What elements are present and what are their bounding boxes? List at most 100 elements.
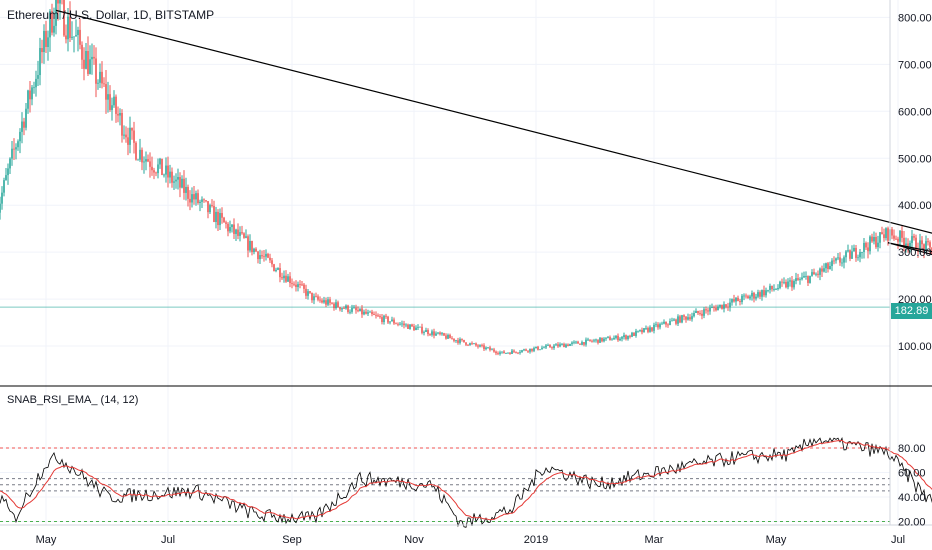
candle-body[interactable] xyxy=(367,312,369,314)
candle-body[interactable] xyxy=(0,203,1,213)
candle-body[interactable] xyxy=(621,337,623,339)
candle-body[interactable] xyxy=(593,340,595,342)
candle[interactable] xyxy=(525,348,527,352)
candle[interactable] xyxy=(837,252,839,261)
candle-body[interactable] xyxy=(717,306,719,311)
candle-body[interactable] xyxy=(435,333,437,336)
candle-body[interactable] xyxy=(453,338,455,341)
candle[interactable] xyxy=(491,348,493,351)
candle-body[interactable] xyxy=(3,180,5,193)
candle-body[interactable] xyxy=(677,316,679,324)
candle[interactable] xyxy=(97,79,99,90)
candle-body[interactable] xyxy=(565,344,567,348)
candle[interactable] xyxy=(875,232,877,249)
candle-body[interactable] xyxy=(479,345,481,347)
candle[interactable] xyxy=(63,0,65,37)
candle-body[interactable] xyxy=(313,296,315,301)
candle-body[interactable] xyxy=(83,59,85,69)
candle[interactable] xyxy=(867,242,869,259)
candle-body[interactable] xyxy=(895,238,897,240)
candle[interactable] xyxy=(173,175,175,191)
candle-body[interactable] xyxy=(405,324,407,326)
candle-body[interactable] xyxy=(685,316,687,320)
candle[interactable] xyxy=(265,249,267,261)
candle-body[interactable] xyxy=(143,161,145,163)
candle[interactable] xyxy=(755,293,757,301)
candle[interactable] xyxy=(687,313,689,321)
candle[interactable] xyxy=(481,343,483,348)
candle-body[interactable] xyxy=(431,331,433,335)
candle-body[interactable] xyxy=(231,224,233,228)
candle[interactable] xyxy=(389,321,391,325)
candle[interactable] xyxy=(703,307,705,319)
candle-body[interactable] xyxy=(363,311,365,315)
candle[interactable] xyxy=(249,234,251,253)
candle-body[interactable] xyxy=(171,171,173,183)
candle-body[interactable] xyxy=(79,29,81,45)
candle[interactable] xyxy=(343,306,345,309)
candle[interactable] xyxy=(69,1,71,43)
candle-body[interactable] xyxy=(25,108,27,128)
candle-body[interactable] xyxy=(235,229,237,234)
candle[interactable] xyxy=(883,228,885,242)
candle-body[interactable] xyxy=(905,243,907,246)
candle-body[interactable] xyxy=(185,186,187,193)
candle[interactable] xyxy=(419,326,421,328)
candle[interactable] xyxy=(757,289,759,299)
candle-body[interactable] xyxy=(489,347,491,350)
candle-body[interactable] xyxy=(99,71,101,83)
candle[interactable] xyxy=(51,3,53,36)
candle[interactable] xyxy=(87,36,89,77)
candle[interactable] xyxy=(699,310,701,316)
candle-body[interactable] xyxy=(191,194,193,203)
candle[interactable] xyxy=(517,352,519,355)
candle[interactable] xyxy=(269,253,271,264)
candle-body[interactable] xyxy=(893,235,895,239)
candle-body[interactable] xyxy=(743,295,745,297)
candle[interactable] xyxy=(709,304,711,315)
candle[interactable] xyxy=(293,281,295,287)
candle[interactable] xyxy=(279,263,281,283)
candle-body[interactable] xyxy=(607,337,609,338)
candle[interactable] xyxy=(493,347,495,353)
candle-body[interactable] xyxy=(53,25,55,33)
candle[interactable] xyxy=(331,302,333,305)
candle-body[interactable] xyxy=(293,283,295,285)
candle[interactable] xyxy=(183,170,185,200)
candle[interactable] xyxy=(611,337,613,341)
candle-body[interactable] xyxy=(907,243,909,247)
candle-body[interactable] xyxy=(845,251,847,258)
candle-body[interactable] xyxy=(291,283,293,284)
candle[interactable] xyxy=(643,328,645,333)
candle-body[interactable] xyxy=(663,321,665,324)
candle[interactable] xyxy=(393,317,395,325)
candle-body[interactable] xyxy=(577,341,579,344)
candle-body[interactable] xyxy=(139,149,141,160)
candle-body[interactable] xyxy=(199,201,201,203)
candle-body[interactable] xyxy=(823,268,825,272)
candle[interactable] xyxy=(427,328,429,337)
candle[interactable] xyxy=(153,167,155,180)
candle-body[interactable] xyxy=(11,148,13,159)
candle[interactable] xyxy=(233,218,235,240)
candle-body[interactable] xyxy=(73,36,75,38)
candle[interactable] xyxy=(641,327,643,335)
candle-body[interactable] xyxy=(21,121,23,132)
candle[interactable] xyxy=(255,247,257,252)
candle-body[interactable] xyxy=(887,228,889,241)
candle[interactable] xyxy=(747,294,749,299)
candle[interactable] xyxy=(577,340,579,344)
candle-body[interactable] xyxy=(781,281,783,283)
candle-body[interactable] xyxy=(525,349,527,351)
candle[interactable] xyxy=(275,267,277,273)
candle[interactable] xyxy=(89,45,91,75)
candle-body[interactable] xyxy=(825,263,827,269)
candle[interactable] xyxy=(759,290,761,300)
candle[interactable] xyxy=(25,102,27,131)
candle-body[interactable] xyxy=(27,90,29,109)
candle[interactable] xyxy=(615,335,617,340)
candle-body[interactable] xyxy=(639,329,641,331)
candle[interactable] xyxy=(59,0,61,20)
candle-body[interactable] xyxy=(927,241,929,243)
candle[interactable] xyxy=(657,322,659,330)
